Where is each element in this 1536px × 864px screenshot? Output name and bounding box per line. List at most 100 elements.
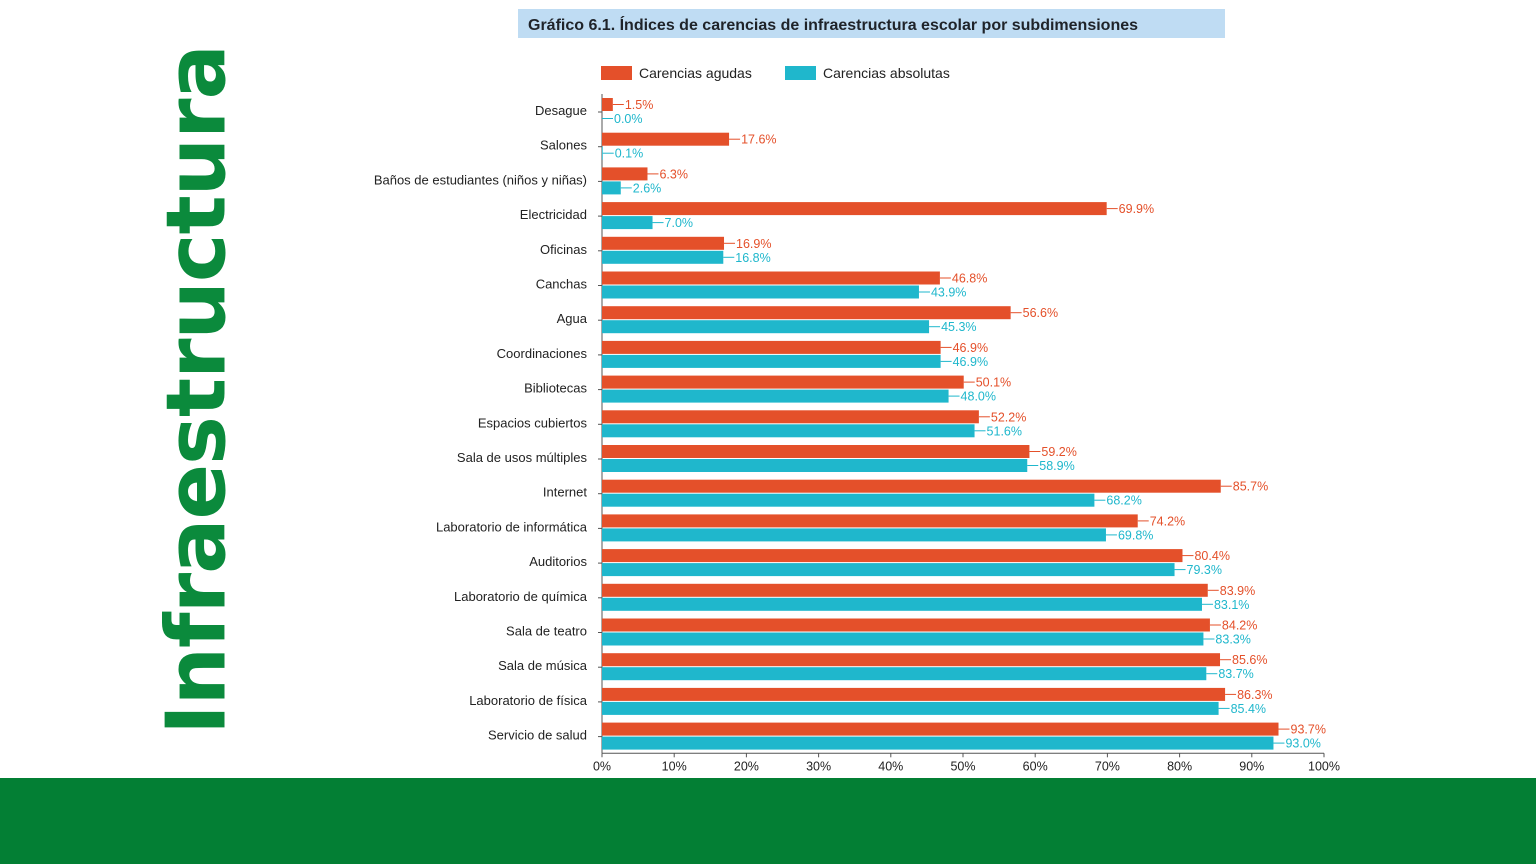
category-label: Coordinaciones <box>497 346 588 361</box>
category-label: Baños de estudiantes (niños y niñas) <box>374 172 587 187</box>
x-tick-label: 90% <box>1239 759 1264 773</box>
category-label: Canchas <box>536 277 588 292</box>
bar-agudas <box>602 132 730 146</box>
category-label: Laboratorio de física <box>469 693 588 708</box>
bar-agudas <box>602 202 1107 216</box>
data-label: 1.5% <box>625 98 654 112</box>
category-label: Agua <box>557 311 588 326</box>
bar-agudas <box>602 479 1221 493</box>
data-label: 56.6% <box>1023 306 1058 320</box>
bar-agudas <box>602 687 1226 701</box>
bar-absolutas <box>602 424 975 438</box>
data-label: 7.0% <box>665 216 694 230</box>
bar-agudas <box>602 549 1183 563</box>
data-label: 80.4% <box>1194 549 1229 563</box>
data-label: 52.2% <box>991 410 1026 424</box>
data-label: 58.9% <box>1039 459 1074 473</box>
x-tick-label: 0% <box>593 759 611 773</box>
legend-swatch-agudas <box>601 66 632 80</box>
data-label: 85.4% <box>1231 702 1266 716</box>
bar-absolutas <box>602 250 724 264</box>
data-label: 6.3% <box>659 167 688 181</box>
data-label: 0.0% <box>614 112 643 126</box>
bar-agudas <box>602 445 1030 458</box>
bar-agudas <box>602 618 1210 632</box>
footer-band <box>0 778 1536 864</box>
x-tick-label: 70% <box>1095 759 1120 773</box>
bar-absolutas <box>602 736 1274 750</box>
bar-agudas <box>602 271 940 285</box>
bar-agudas <box>602 653 1221 667</box>
data-label: 83.3% <box>1215 633 1250 647</box>
category-label: Laboratorio de química <box>454 589 588 604</box>
data-label: 16.9% <box>736 237 771 251</box>
category-label: Internet <box>543 485 587 500</box>
data-label: 93.0% <box>1285 737 1320 751</box>
bar-agudas <box>602 167 648 181</box>
bar-agudas <box>602 722 1279 736</box>
bar-absolutas <box>602 285 919 299</box>
legend-swatch-absolutas <box>785 66 816 80</box>
data-label: 85.7% <box>1233 480 1268 494</box>
data-label: 43.9% <box>931 286 966 300</box>
bar-agudas <box>602 375 964 389</box>
bar-agudas <box>602 340 941 354</box>
bar-absolutas <box>602 528 1106 542</box>
bar-absolutas <box>602 667 1207 681</box>
data-label: 84.2% <box>1222 619 1257 633</box>
bar-agudas <box>602 583 1208 597</box>
category-label: Electricidad <box>520 207 587 222</box>
data-label: 83.7% <box>1218 667 1253 681</box>
category-label: Oficinas <box>540 242 587 257</box>
data-label: 0.1% <box>615 147 644 161</box>
data-label: 79.3% <box>1187 563 1222 577</box>
bar-absolutas <box>602 181 621 195</box>
x-tick-label: 60% <box>1023 759 1048 773</box>
legend-item-carencias-absolutas: Carencias absolutas <box>785 64 950 82</box>
data-label: 69.9% <box>1119 202 1154 216</box>
data-label: 68.2% <box>1106 494 1141 508</box>
bar-agudas <box>602 410 979 424</box>
category-label: Sala de música <box>498 658 588 673</box>
bar-agudas <box>602 306 1011 320</box>
x-tick-label: 80% <box>1167 759 1192 773</box>
bar-absolutas <box>602 354 941 368</box>
data-label: 17.6% <box>741 133 776 147</box>
bar-absolutas <box>602 216 653 230</box>
data-label: 86.3% <box>1237 688 1272 702</box>
data-label: 2.6% <box>633 181 662 195</box>
bar-absolutas <box>602 320 930 334</box>
x-tick-label: 20% <box>734 759 759 773</box>
bar-absolutas <box>602 493 1095 507</box>
category-label: Bibliotecas <box>524 381 587 396</box>
legend-label-agudas: Carencias agudas <box>639 65 752 81</box>
data-label: 74.2% <box>1150 514 1185 528</box>
data-label: 83.9% <box>1220 584 1255 598</box>
data-label: 50.1% <box>976 376 1011 390</box>
bar-absolutas <box>602 632 1204 646</box>
x-tick-label: 30% <box>806 759 831 773</box>
chart-title: Gráfico 6.1. Índices de carencias de inf… <box>518 9 1225 38</box>
category-label: Espacios cubiertos <box>478 415 588 430</box>
category-label: Sala de usos múltiples <box>457 450 588 465</box>
data-label: 85.6% <box>1232 653 1267 667</box>
data-label: 48.0% <box>961 390 996 404</box>
category-label: Auditorios <box>529 554 587 569</box>
data-label: 46.8% <box>952 272 987 286</box>
bar-agudas <box>602 514 1138 528</box>
bar-absolutas <box>602 597 1202 611</box>
bar-absolutas <box>602 701 1219 715</box>
bar-agudas <box>602 236 725 250</box>
data-label: 46.9% <box>953 341 988 355</box>
data-label: 51.6% <box>987 424 1022 438</box>
data-label: 46.9% <box>953 355 988 369</box>
category-label: Servicio de salud <box>488 728 587 743</box>
legend-item-carencias-agudas: Carencias agudas <box>601 64 752 82</box>
bar-absolutas <box>602 146 603 160</box>
bar-absolutas <box>602 459 1028 472</box>
x-tick-label: 50% <box>950 759 975 773</box>
legend-label-absolutas: Carencias absolutas <box>823 65 950 81</box>
x-tick-label: 40% <box>878 759 903 773</box>
data-label: 93.7% <box>1291 723 1326 737</box>
